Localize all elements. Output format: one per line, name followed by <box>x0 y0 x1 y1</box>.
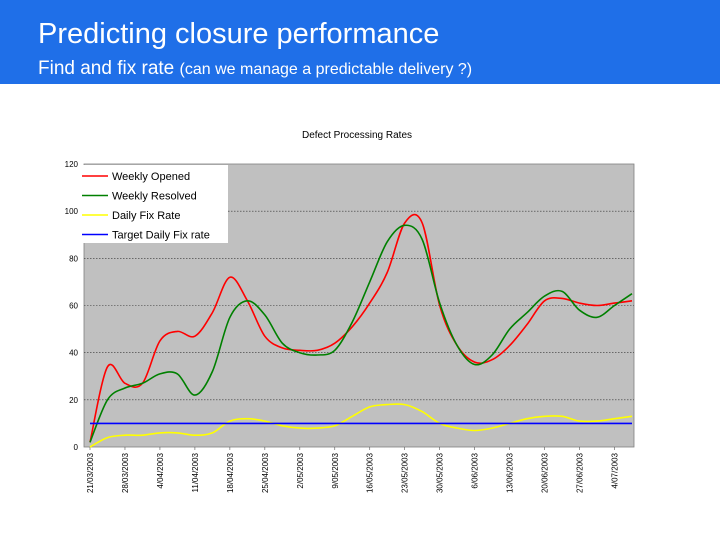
x-tick-label: 23/05/2003 <box>401 452 410 493</box>
legend-entry: Target Daily Fix rate <box>112 230 210 242</box>
subtitle-note: (can we manage a predictable delivery ?) <box>179 61 473 78</box>
x-tick-label: 4/04/2003 <box>156 452 165 488</box>
title-banner <box>0 0 720 84</box>
y-tick-label: 0 <box>74 443 79 452</box>
x-tick-label: 28/03/2003 <box>121 452 130 493</box>
subtitle-main: Find and fix rate <box>38 58 175 79</box>
x-tick-label: 30/05/2003 <box>436 452 445 493</box>
y-tick-label: 80 <box>69 254 78 263</box>
x-tick-label: 11/04/2003 <box>191 452 200 492</box>
x-tick-label: 6/06/2003 <box>471 452 480 488</box>
x-tick-label: 13/06/2003 <box>506 452 515 493</box>
legend-entry: Weekly Resolved <box>112 191 197 203</box>
legend-box <box>78 165 228 243</box>
slide-title: Predicting closure performance <box>38 18 440 50</box>
series-line-weekly-opened <box>89 213 633 443</box>
x-tick-label: 25/04/2003 <box>261 452 270 493</box>
y-tick-label: 20 <box>69 396 78 405</box>
x-tick-label: 20/06/2003 <box>541 452 550 493</box>
x-tick-label: 4/07/2003 <box>611 452 620 488</box>
x-tick-label: 16/05/2003 <box>366 452 375 493</box>
series-line-daily-fix-rate <box>89 403 633 448</box>
x-tick-label: 18/04/2003 <box>226 452 235 493</box>
chart-title: Defect Processing Rates <box>302 130 412 141</box>
y-tick-label: 40 <box>69 349 78 358</box>
x-tick-label: 21/03/2003 <box>86 452 95 493</box>
legend-entry: Weekly Opened <box>112 171 190 183</box>
legend: Weekly Opened Weekly Resolved Daily Fix Ra… <box>78 165 228 243</box>
x-tick-label: 9/05/2003 <box>331 452 340 488</box>
y-tick-label: 100 <box>65 207 79 216</box>
legend-entry: Daily Fix Rate <box>112 210 180 222</box>
y-tick-label: 120 <box>65 160 79 169</box>
x-tick-label: 2/05/2003 <box>296 452 305 488</box>
series-line-weekly-resolved <box>89 224 633 443</box>
x-tick-label: 27/06/2003 <box>576 452 585 493</box>
y-tick-label: 60 <box>69 302 78 311</box>
slide-subtitle: Find and fix rate (can we manage a predi… <box>38 58 472 80</box>
plot-area: 0 20 40 60 80 100 120 21/03/2003 28/03/2003 4/04/… <box>65 160 635 493</box>
